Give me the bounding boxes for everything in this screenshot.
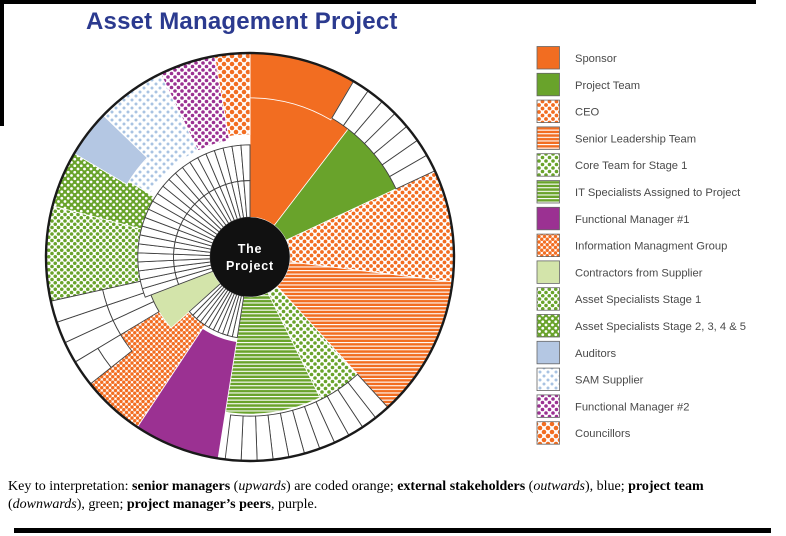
stakeholder-cell xyxy=(240,144,251,182)
key-interpretation-note: Key to interpretation: senior managers (… xyxy=(8,479,704,513)
legend-swatch xyxy=(536,206,560,231)
legend-item-3: CEO xyxy=(536,99,600,123)
wheel-center-label-line2: Project xyxy=(226,259,274,273)
legend-item-10: Asset Specialists Stage 1 xyxy=(536,287,701,311)
wheel-hub xyxy=(210,217,290,297)
legend-swatch xyxy=(536,287,560,311)
legend-label: Sponsor xyxy=(575,53,617,65)
legend-item-6: IT Specialists Assigned to Project xyxy=(536,180,741,204)
legend-swatch xyxy=(536,340,560,365)
legend-label: Asset Specialists Stage 1 xyxy=(575,294,701,306)
legend-swatch xyxy=(536,72,560,97)
stakeholder-cell xyxy=(240,415,258,462)
legend-swatch xyxy=(536,421,560,445)
legend-label: Councillors xyxy=(575,428,631,440)
legend-item-1: Sponsor xyxy=(536,46,617,70)
legend-label: Core Team for Stage 1 xyxy=(575,160,687,172)
legend-swatch xyxy=(536,99,560,123)
legend-item-12: Auditors xyxy=(536,340,616,365)
legend-label: Contractors from Supplier xyxy=(575,267,703,279)
legend-label: CEO xyxy=(575,107,600,119)
legend-label: SAM Supplier xyxy=(575,375,644,387)
legend-swatch xyxy=(536,260,560,284)
legend-swatch xyxy=(536,153,560,177)
legend-label: Senior Leadership Team xyxy=(575,133,696,145)
wheel-center-label-line1: The xyxy=(238,242,263,256)
legend-item-14: Functional Manager #2 xyxy=(536,394,689,418)
stakeholder-cell xyxy=(224,414,244,462)
legend-label: Project Team xyxy=(575,80,640,92)
legend-item-13: SAM Supplier xyxy=(536,367,644,392)
legend-label: Functional Manager #1 xyxy=(575,214,689,226)
legend-label: IT Specialists Assigned to Project xyxy=(575,187,741,199)
legend-item-2: Project Team xyxy=(536,72,640,97)
legend-label: Functional Manager #2 xyxy=(575,401,689,413)
bottom-border-rule xyxy=(14,528,771,533)
legend-item-5: Core Team for Stage 1 xyxy=(536,153,687,177)
wheel-outer-circle xyxy=(44,51,456,463)
legend-item-11: Asset Specialists Stage 2, 3, 4 & 5 xyxy=(536,314,746,338)
legend-item-4: Senior Leadership Team xyxy=(536,126,696,150)
legend-label: Auditors xyxy=(575,348,616,360)
legend-label: Asset Specialists Stage 2, 3, 4 & 5 xyxy=(575,321,746,333)
legend-swatch xyxy=(536,126,560,150)
legend-swatch xyxy=(536,367,560,392)
left-border-rule xyxy=(0,0,4,126)
cell-band-grid-left xyxy=(50,279,160,363)
legend-item-8: Information Managment Group xyxy=(536,233,727,258)
legend-item-7: Functional Manager #1 xyxy=(536,206,689,231)
legend-swatch xyxy=(536,233,560,258)
top-border-rule xyxy=(0,0,756,4)
legend-swatch xyxy=(536,314,560,338)
legend-swatch xyxy=(536,180,560,204)
stakeholder-wheel-chart: The Project Sponsor Project Team CEO Senior L… xyxy=(44,46,746,463)
legend-item-9: Contractors from Supplier xyxy=(536,260,703,284)
legend-swatch xyxy=(536,46,560,70)
legend-swatch xyxy=(536,394,560,418)
legend-item-15: Councillors xyxy=(536,421,631,445)
legend-label: Information Managment Group xyxy=(575,241,727,253)
cell-band-outer-band-bottom xyxy=(224,373,389,462)
chart-title: Asset Management Project xyxy=(86,8,398,35)
